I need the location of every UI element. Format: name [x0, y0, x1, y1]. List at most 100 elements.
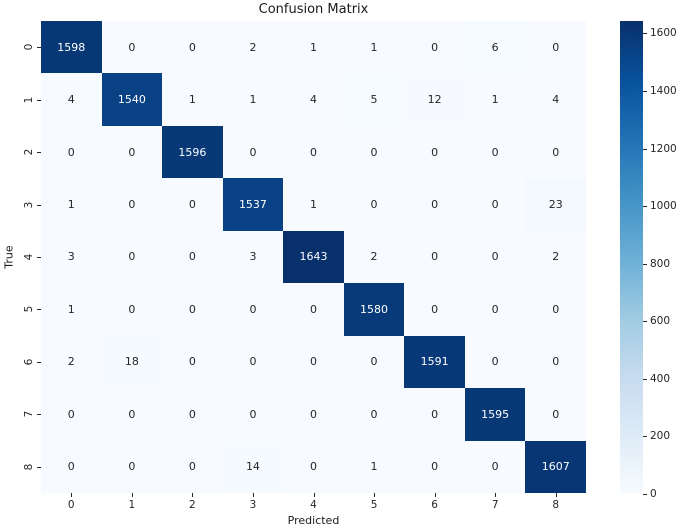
heatmap-cell: 0: [525, 388, 586, 441]
heatmap-cell: 2: [222, 21, 284, 74]
heatmap-cell: 5: [343, 73, 405, 126]
colorbar-tick-label: 1200: [650, 142, 677, 155]
heatmap-cell: 0: [525, 283, 586, 336]
x-axis-title: Predicted: [287, 514, 340, 527]
colorbar-tick-mark: [643, 148, 647, 150]
y-tick-mark: [37, 257, 41, 258]
heatmap-cell: 0: [404, 178, 465, 231]
y-tick-mark: [37, 204, 41, 206]
heatmap-cell: 0: [162, 21, 223, 74]
heatmap-cell: 0: [283, 283, 344, 336]
colorbar-tick-label: 200: [650, 430, 671, 443]
x-tick-mark: [131, 493, 133, 497]
heatmap-cell: 1580: [343, 283, 405, 336]
heatmap-cell: 18: [101, 335, 163, 389]
x-tick-mark: [555, 493, 557, 497]
heatmap-cell: 1: [162, 73, 223, 126]
x-tick-mark: [313, 493, 315, 497]
colorbar-tick-mark: [643, 378, 647, 380]
heatmap-cell: 0: [343, 388, 405, 441]
heatmap-cell: 1: [41, 178, 102, 231]
heatmap-cell: 1537: [222, 178, 284, 231]
y-tick-label: 3: [22, 201, 35, 208]
heatmap-cell: 0: [222, 388, 284, 441]
heatmap-cell: 0: [101, 388, 163, 441]
heatmap-cell: 0: [464, 125, 526, 179]
x-tick-mark: [434, 493, 436, 497]
y-tick-mark: [37, 466, 41, 468]
heatmap-cell: 0: [101, 178, 163, 231]
x-tick-label: 5: [370, 499, 378, 511]
y-tick-mark: [37, 152, 41, 154]
heatmap-cell: 12: [404, 73, 465, 126]
heatmap-cell: 1591: [404, 335, 465, 389]
heatmap-cell: 0: [162, 178, 223, 231]
colorbar-tick-mark: [643, 321, 647, 323]
heatmap-cell: 1: [283, 178, 344, 231]
heatmap-cell: 0: [162, 335, 223, 389]
heatmap-cell: 6: [464, 21, 526, 74]
heatmap-cell: 0: [283, 335, 344, 389]
x-tick-mark: [71, 493, 73, 497]
colorbar-tick-label: 1600: [650, 27, 677, 40]
heatmap-cell: 0: [41, 388, 102, 441]
heatmap-cell: 0: [162, 388, 223, 441]
y-tick-mark: [37, 361, 41, 363]
heatmap-cell: 0: [283, 440, 344, 493]
heatmap-cell: 1596: [162, 125, 223, 179]
heatmap-cell: 0: [283, 125, 344, 179]
y-tick-mark: [37, 47, 41, 49]
heatmap-cell: 0: [404, 21, 465, 74]
colorbar-tick-label: 600: [650, 315, 671, 328]
heatmap-cell: 0: [404, 230, 465, 284]
y-tick-label: 5: [22, 306, 35, 313]
y-tick-label: 8: [22, 463, 35, 471]
heatmap-cell: 23: [525, 178, 586, 231]
heatmap-cell: 0: [41, 125, 102, 179]
heatmap-cell: 0: [464, 178, 526, 231]
heatmap-cell: 0: [101, 21, 163, 74]
colorbar-tick-mark: [643, 263, 647, 265]
heatmap-cell: 0: [222, 335, 284, 389]
colorbar-tick-mark: [643, 206, 647, 208]
heatmap-cell: 4: [41, 73, 102, 126]
colorbar-tick-mark: [643, 494, 647, 495]
heatmap-cell: 0: [464, 440, 526, 493]
heatmap-cell: 0: [525, 335, 586, 389]
colorbar-tick-mark: [643, 90, 647, 92]
heatmap-cell: 0: [464, 283, 526, 336]
heatmap-cell: 1540: [101, 73, 163, 126]
heatmap-cell: 1: [343, 440, 405, 493]
colorbar-tick-label: 800: [650, 257, 671, 270]
y-tick-label: 7: [22, 410, 35, 418]
y-tick-label: 6: [22, 358, 35, 366]
heatmap-cell: 0: [404, 283, 465, 336]
heatmap-cell: 0: [101, 440, 163, 493]
chart-title: Confusion Matrix: [258, 2, 369, 17]
heatmap-cell: 0: [101, 283, 163, 336]
y-tick-label: 0: [22, 43, 35, 51]
heatmap-cell: 0: [283, 388, 344, 441]
heatmap-cell: 0: [41, 440, 102, 493]
heatmap-cell: 1: [464, 73, 526, 126]
colorbar-tick-mark: [643, 436, 647, 438]
x-tick-mark: [192, 493, 194, 497]
y-tick-label: 4: [22, 253, 35, 261]
heatmap-cell: 0: [222, 283, 284, 336]
heatmap-cell: 0: [101, 125, 163, 179]
colorbar-tick-label: 1400: [650, 84, 677, 97]
heatmap-cell: 2: [41, 335, 102, 389]
x-tick-label: 7: [491, 499, 499, 511]
heatmap-cell: 4: [283, 73, 344, 126]
y-tick-mark: [37, 414, 41, 416]
heatmap-cell: 1: [222, 73, 284, 126]
heatmap-cell: 0: [343, 178, 405, 231]
x-tick-label: 6: [431, 499, 438, 511]
heatmap-cell: 0: [464, 335, 526, 389]
x-tick-label: 8: [552, 499, 560, 511]
heatmap-cell: 1: [41, 283, 102, 336]
heatmap-cell: 1: [343, 21, 405, 74]
heatmap-cell: 3: [41, 230, 102, 284]
heatmap-cell: 4: [525, 73, 586, 126]
